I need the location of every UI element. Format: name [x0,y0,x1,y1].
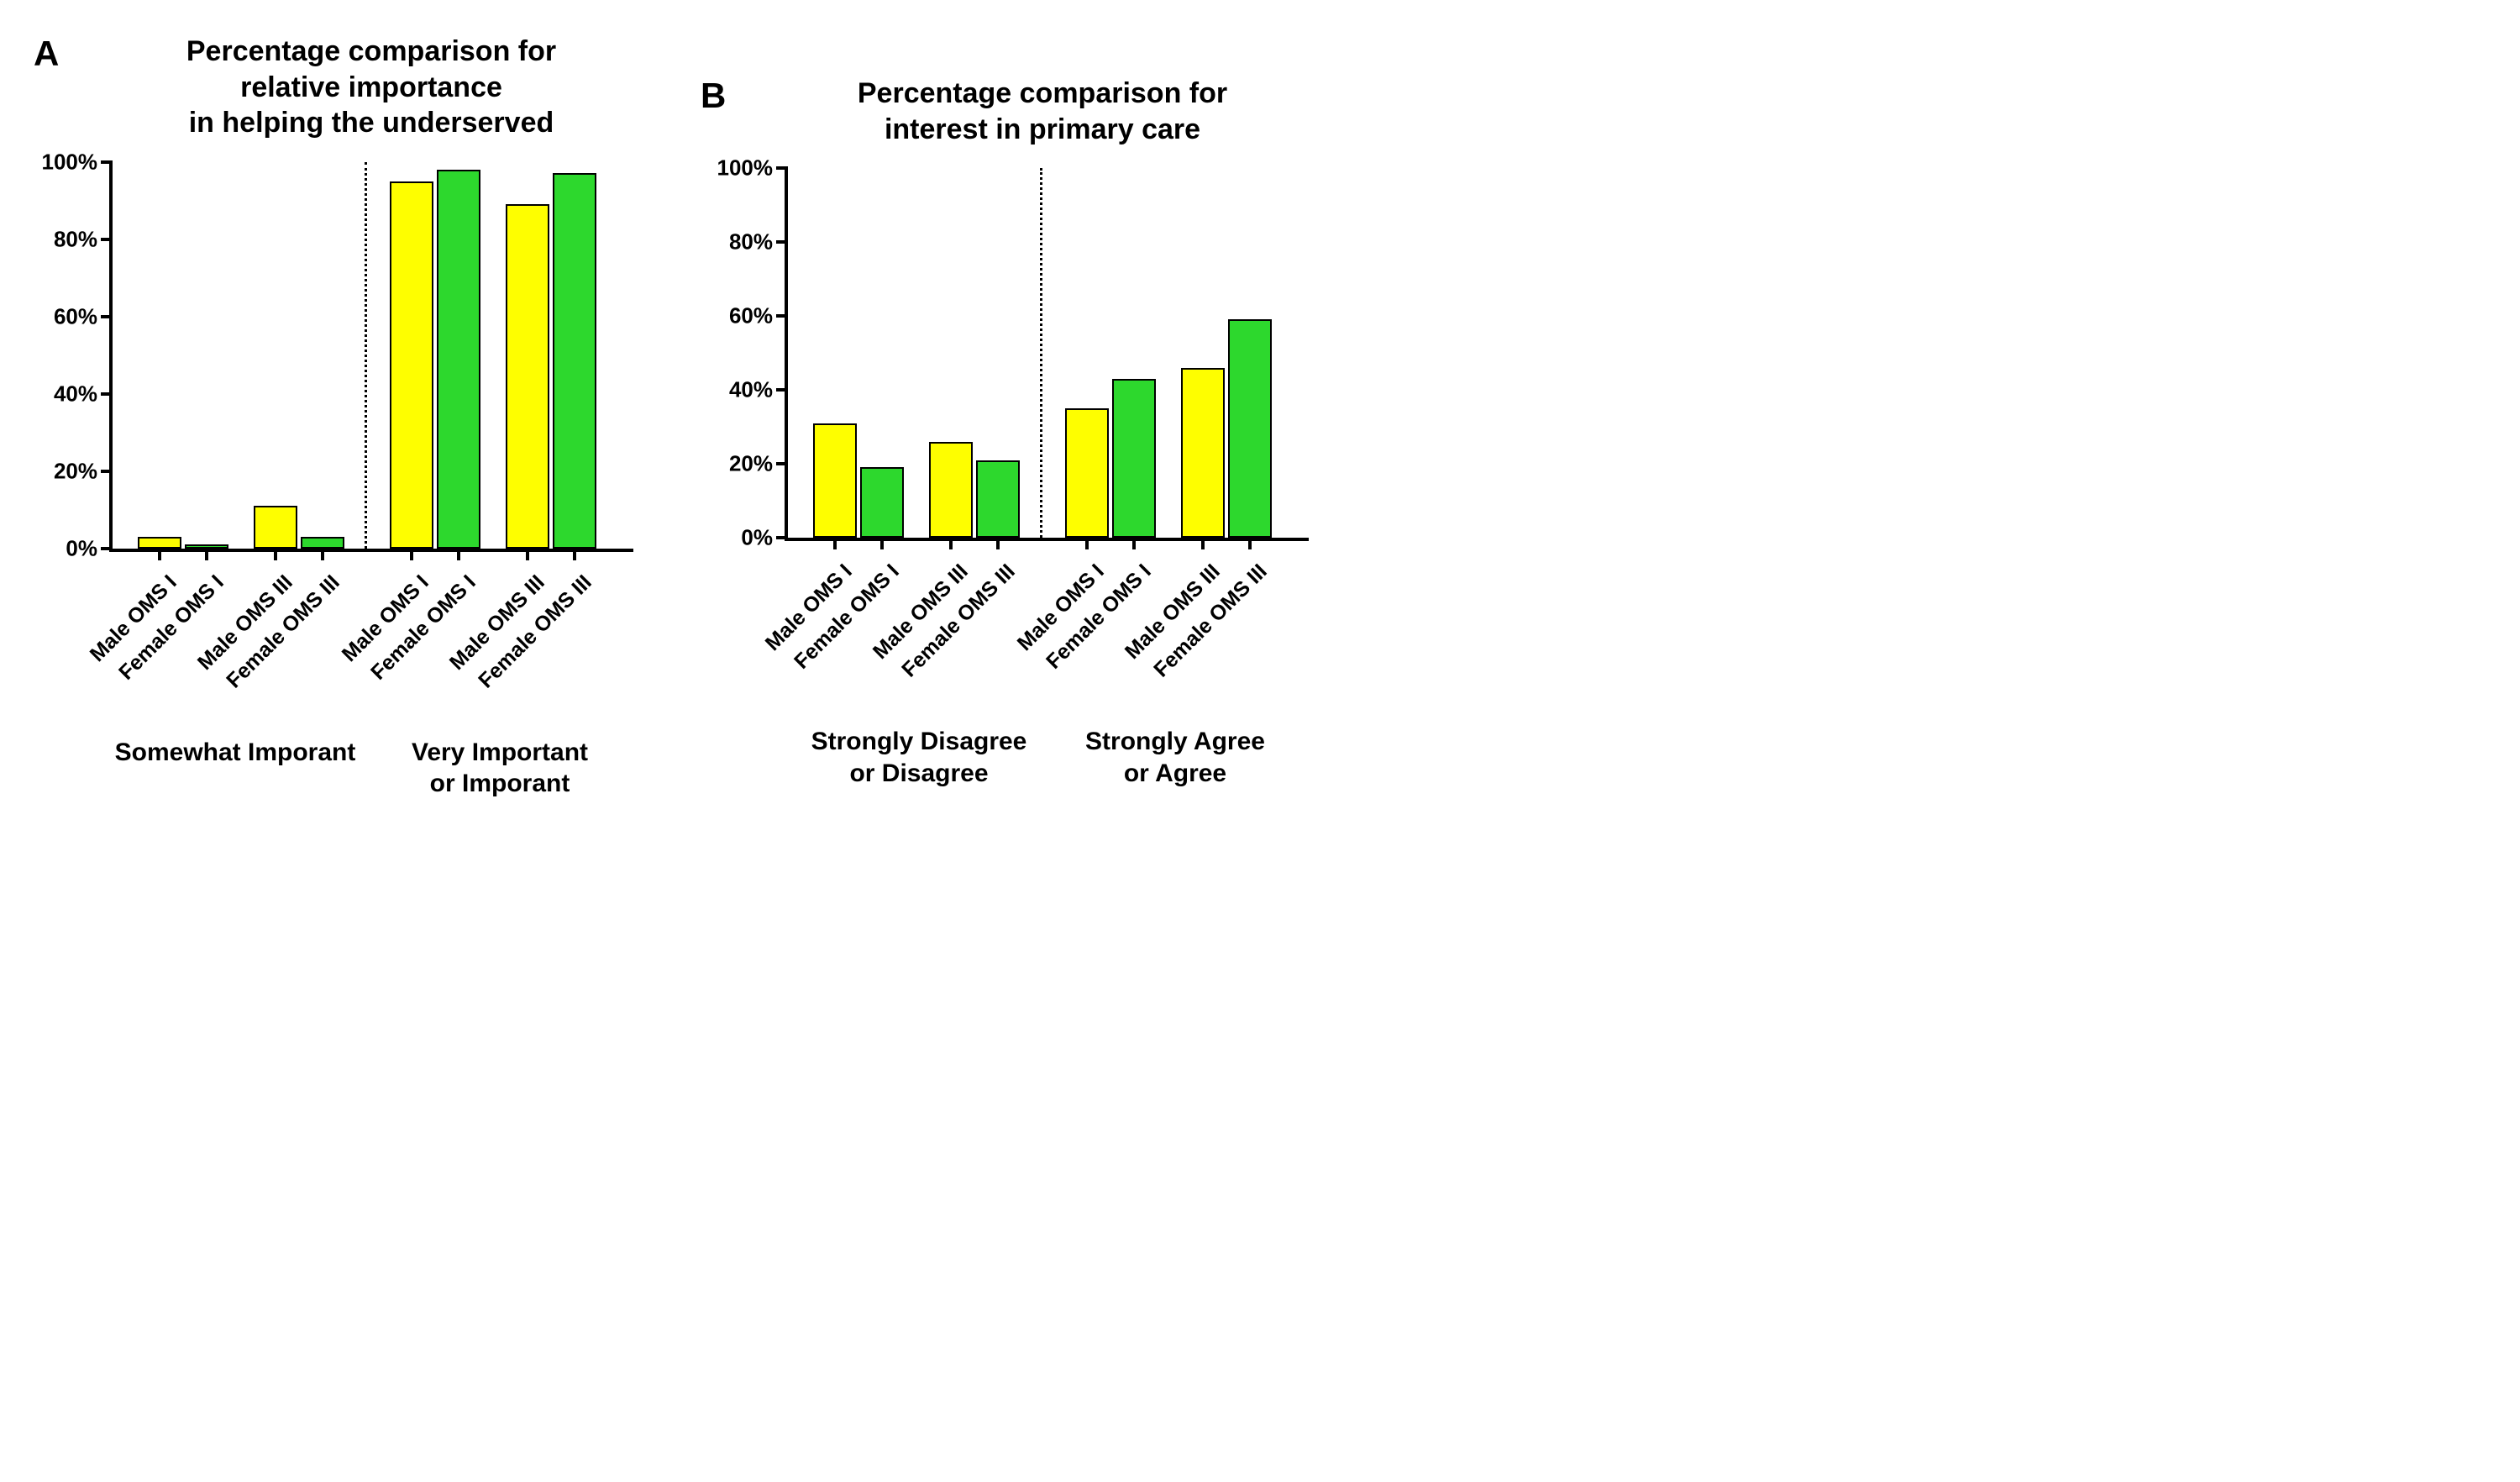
bar [860,467,904,538]
bar [390,181,433,549]
y-tick-label: 40% [729,377,773,403]
y-tick [776,536,788,539]
y-tick-label: 60% [54,303,97,329]
y-tick-label: 80% [54,226,97,252]
bar [301,537,344,549]
x-tick [949,538,953,549]
x-tick [880,538,884,549]
bar [1065,408,1109,538]
panel-a-title: Percentage comparison for relative impor… [109,34,633,141]
panel-b-plot: 0%20%40%60%80%100% [785,168,1309,541]
y-tick-label: 20% [729,451,773,477]
bar [437,170,480,549]
panel-a-chart: 0%20%40%60%80%100% Male OMS IFemale OMS … [109,162,633,552]
y-tick [101,547,113,550]
y-tick-label: 100% [717,155,774,181]
panel-a-plot: 0%20%40%60%80%100% [109,162,633,552]
panels-container: A Percentage comparison for relative imp… [34,34,2486,552]
group-label: Very Important or Imporant [357,737,643,800]
panel-b-letter: B [701,76,726,116]
x-tick [410,549,413,560]
panel-a: A Percentage comparison for relative imp… [34,34,633,552]
y-tick [776,462,788,465]
x-tick [573,549,576,560]
x-tick [526,549,529,560]
panel-b: B Percentage comparison for interest in … [701,34,1309,541]
y-tick [776,166,788,170]
group-divider [365,162,367,549]
x-tick [1248,538,1252,549]
x-tick [1201,538,1205,549]
y-tick [101,315,113,318]
bar [138,537,181,549]
y-tick [776,314,788,318]
y-tick-label: 0% [741,525,773,551]
x-tick [205,549,208,560]
bar [976,460,1020,538]
group-label: Strongly Agree or Agree [1032,726,1318,789]
bar [1228,319,1272,538]
bar [1112,379,1156,538]
y-tick-label: 60% [729,303,773,329]
y-tick-label: 100% [42,149,98,175]
bar [553,173,596,548]
panel-a-letter: A [34,34,59,74]
group-divider [1040,168,1042,538]
x-tick [1132,538,1136,549]
y-tick-label: 20% [54,458,97,484]
y-tick-label: 40% [54,381,97,407]
bar [929,442,973,538]
y-tick [101,392,113,396]
y-tick [101,160,113,164]
y-tick [101,470,113,473]
group-label: Strongly Disagree or Disagree [776,726,1062,789]
bar [506,204,549,548]
bar [254,506,297,549]
x-tick [457,549,460,560]
bar [813,423,857,538]
x-tick [321,549,324,560]
panel-b-title: Percentage comparison for interest in pr… [776,34,1309,147]
y-tick [776,388,788,392]
x-tick [996,538,1000,549]
bar [1181,368,1225,538]
x-tick [1085,538,1089,549]
x-tick [833,538,837,549]
x-tick [158,549,161,560]
y-tick [101,238,113,241]
y-tick-label: 80% [729,229,773,255]
y-tick-label: 0% [66,535,97,561]
panel-b-chart: 0%20%40%60%80%100% Male OMS IFemale OMS … [785,168,1309,541]
x-tick [274,549,277,560]
group-label: Somewhat Imporant [92,737,378,769]
y-tick [776,240,788,244]
